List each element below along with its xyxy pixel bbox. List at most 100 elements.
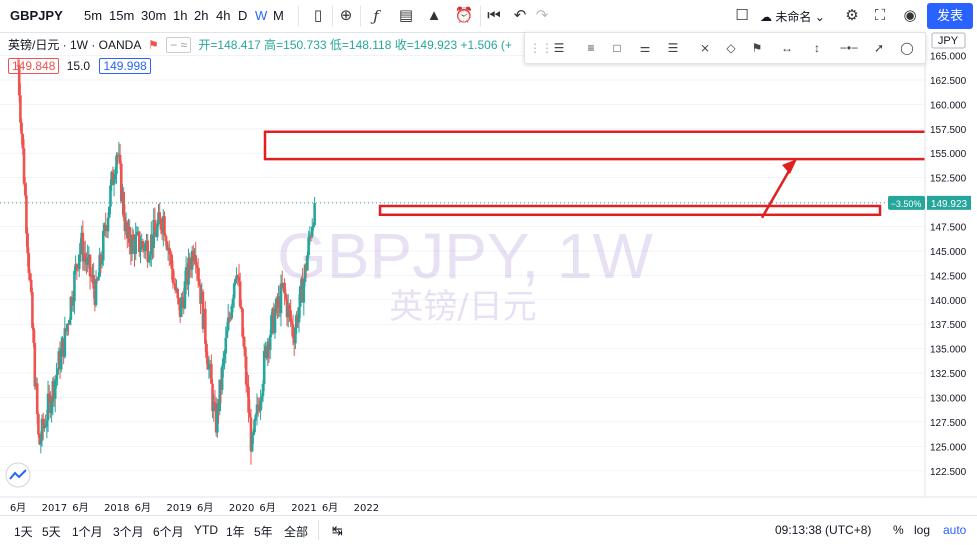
layout-name-menu[interactable]: ☁ 未命名 ⌄: [760, 10, 825, 24]
layout-checkbox-icon[interactable]: ☐: [735, 7, 749, 24]
candle-body: [31, 292, 34, 328]
visibility-toggle-icon[interactable]: − ≈: [166, 37, 192, 53]
range-5y[interactable]: 5年: [254, 525, 273, 539]
timeframe-15m[interactable]: 15m: [109, 8, 135, 23]
candle-body: [77, 254, 81, 269]
toolbar-divider: [480, 6, 481, 26]
horizontal-ray-icon[interactable]: −•−: [839, 41, 859, 55]
range-lines-icon[interactable]: ☰: [667, 41, 679, 55]
date-range-icon[interactable]: ↔: [781, 41, 793, 55]
time-tick-label: 6月: [322, 502, 338, 514]
candle-body: [211, 383, 214, 412]
percent-scale-toggle[interactable]: %: [893, 523, 904, 537]
camera-snapshot-icon[interactable]: ◉: [903, 7, 917, 24]
settings-gear-icon[interactable]: ⚙: [845, 7, 859, 24]
price-tick-label: 160.000: [930, 100, 967, 111]
candle-body: [39, 440, 43, 445]
candle-body: [131, 234, 135, 240]
ask-price[interactable]: 149.998: [99, 58, 151, 74]
candle-body: [241, 308, 244, 337]
range-ytd[interactable]: YTD: [194, 523, 218, 537]
replay-icon[interactable]: ⏮: [487, 7, 501, 24]
range-1d[interactable]: 1天: [14, 525, 33, 539]
timeframe-2h[interactable]: 2h: [194, 8, 209, 23]
bid-price[interactable]: 149.848: [8, 58, 60, 74]
candle-body: [65, 323, 69, 332]
candle-body: [128, 227, 131, 247]
alert-icon[interactable]: ⏰: [454, 7, 474, 24]
undo-icon[interactable]: ↶: [513, 7, 527, 24]
candle-body: [259, 400, 262, 411]
timeframe-1h[interactable]: 1h: [173, 8, 188, 23]
rectangle-tool-icon[interactable]: □: [613, 41, 621, 55]
drag-handle-icon[interactable]: ⋮⋮: [529, 41, 553, 55]
candle-body: [37, 414, 40, 435]
timeframe-5m[interactable]: 5m: [84, 8, 103, 23]
candle-body: [207, 365, 211, 370]
candle-body: [147, 259, 151, 262]
price-tick-label: 155.000: [930, 149, 967, 160]
candle-body: [256, 404, 260, 408]
symbol-search[interactable]: GBPJPY: [10, 8, 63, 23]
candle-body: [130, 234, 134, 254]
fullscreen-icon[interactable]: ⛶: [874, 7, 886, 24]
compare-add-icon[interactable]: ⊕: [339, 7, 353, 24]
candle-body: [297, 306, 301, 323]
timeframe-w[interactable]: W: [255, 8, 268, 23]
annotation-arrow[interactable]: [760, 163, 795, 219]
candle-body: [180, 297, 183, 317]
long-position-icon[interactable]: ⚑: [751, 41, 763, 55]
flag-icon: ⚑: [148, 38, 159, 52]
timeframe-30m[interactable]: 30m: [141, 8, 167, 23]
ohlc-close: 收=149.923: [394, 38, 458, 52]
path-tool-icon[interactable]: ◯: [900, 41, 914, 55]
candle-body: [38, 434, 41, 445]
auto-scale-toggle[interactable]: auto: [943, 523, 967, 537]
publish-button[interactable]: 发表: [927, 3, 973, 29]
candle-body: [112, 179, 116, 185]
timeframe-d[interactable]: D: [238, 8, 248, 23]
candle-style-icon[interactable]: ▯: [313, 7, 323, 24]
xabcd-pattern-icon[interactable]: ⨯: [699, 41, 711, 55]
polygon-tool-icon[interactable]: ◇: [726, 41, 736, 55]
price-tick-label: 125.000: [930, 442, 967, 453]
time-tick-label: 6月: [197, 502, 213, 514]
range-all[interactable]: 全部: [284, 525, 309, 539]
resistance-zone-upper[interactable]: [263, 130, 965, 161]
financials-icon[interactable]: ▤: [398, 7, 414, 24]
goto-date-icon[interactable]: ↹: [332, 523, 343, 538]
range-5d[interactable]: 5天: [42, 525, 61, 539]
fib-retracement-icon[interactable]: ⚌: [639, 41, 651, 55]
candle-body: [164, 235, 168, 242]
price-axis[interactable]: [925, 32, 977, 515]
candle-body: [252, 432, 255, 435]
candle-body: [81, 232, 85, 262]
candle-body: [46, 393, 50, 421]
redo-icon[interactable]: ↷: [535, 7, 549, 24]
candle-body: [33, 342, 37, 387]
candle-body: [119, 163, 123, 202]
ohlc-high: 高=150.733: [264, 38, 327, 52]
candle-body: [244, 356, 248, 385]
price-range-icon[interactable]: ↕: [814, 41, 820, 55]
candle-body: [17, 65, 21, 96]
range-3m[interactable]: 3个月: [113, 525, 144, 539]
timeframe-m[interactable]: M: [273, 8, 284, 23]
toolbar-divider: [318, 520, 319, 540]
trend-line-icon[interactable]: ➚: [873, 41, 885, 55]
range-1y[interactable]: 1年: [226, 525, 245, 539]
range-6m[interactable]: 6个月: [153, 525, 184, 539]
log-scale-toggle[interactable]: log: [914, 523, 931, 537]
range-1m[interactable]: 1个月: [72, 525, 103, 539]
candle-body: [137, 231, 141, 253]
candle-body: [53, 380, 57, 399]
parallel-channel-icon[interactable]: ≡: [587, 41, 595, 55]
resistance-zone-lower[interactable]: [378, 204, 882, 217]
candle-body: [100, 260, 104, 265]
indicators-icon[interactable]: ƒ: [373, 7, 379, 25]
templates-icon[interactable]: ▲: [426, 7, 442, 24]
candle-body: [153, 219, 157, 231]
timeframe-4h[interactable]: 4h: [216, 8, 231, 23]
horizontal-lines-icon[interactable]: ☰: [553, 41, 565, 55]
